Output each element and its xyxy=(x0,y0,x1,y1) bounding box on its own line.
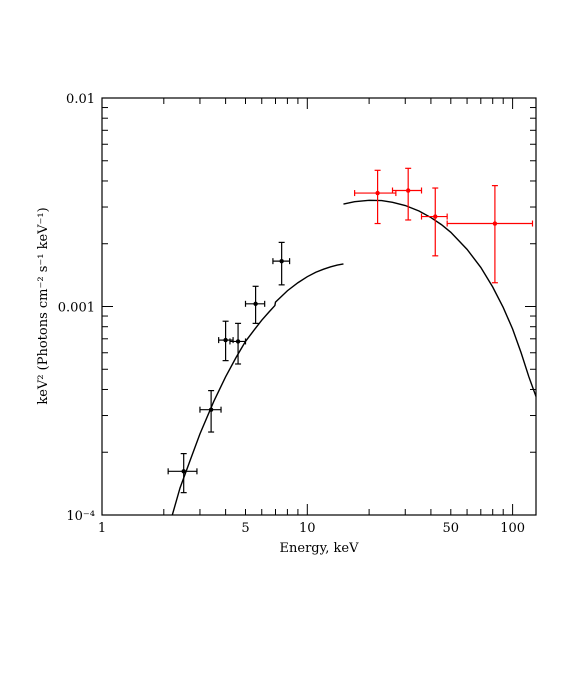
data-marker xyxy=(375,190,380,196)
x-axis-title: Energy, keV xyxy=(280,541,360,556)
data-point xyxy=(199,390,222,433)
data-point xyxy=(244,285,266,324)
axis-ticks xyxy=(101,97,536,516)
x-tick-label: 10 xyxy=(299,521,316,536)
data-marker xyxy=(405,188,411,193)
data-point xyxy=(446,185,534,284)
data-point xyxy=(218,320,234,362)
data-marker xyxy=(253,301,258,307)
y-tick-labels: 10⁻⁴ 0.001 0.01 xyxy=(58,92,95,524)
y-tick-label: 0.001 xyxy=(58,301,95,316)
data-point xyxy=(167,453,198,494)
data-marker xyxy=(208,407,214,412)
x-tick-labels: 1 5 10 50 100 xyxy=(98,521,525,536)
model-curves xyxy=(171,199,537,516)
data-marker xyxy=(492,221,498,226)
data-point xyxy=(420,187,448,257)
model-curve xyxy=(171,263,344,516)
data-marker xyxy=(279,258,284,264)
data-point xyxy=(272,241,291,286)
y-tick-label: 0.01 xyxy=(66,92,95,107)
x-tick-label: 100 xyxy=(500,521,525,536)
data-marker xyxy=(223,337,228,343)
data-points xyxy=(167,167,534,494)
data-point xyxy=(229,322,247,365)
data-point xyxy=(391,167,423,221)
plot-frame xyxy=(101,97,537,516)
data-marker xyxy=(181,469,186,474)
y-tick-label: 10⁻⁴ xyxy=(66,509,95,524)
x-tick-label: 5 xyxy=(241,521,249,536)
model-curve xyxy=(343,199,537,397)
x-tick-label: 50 xyxy=(443,521,460,536)
data-point xyxy=(354,169,397,225)
data-marker xyxy=(433,214,438,219)
y-axis-title: keV² (Photons cm⁻² s⁻¹ keV⁻¹) xyxy=(36,207,51,404)
x-tick-label: 1 xyxy=(98,521,106,536)
data-marker xyxy=(235,339,241,344)
